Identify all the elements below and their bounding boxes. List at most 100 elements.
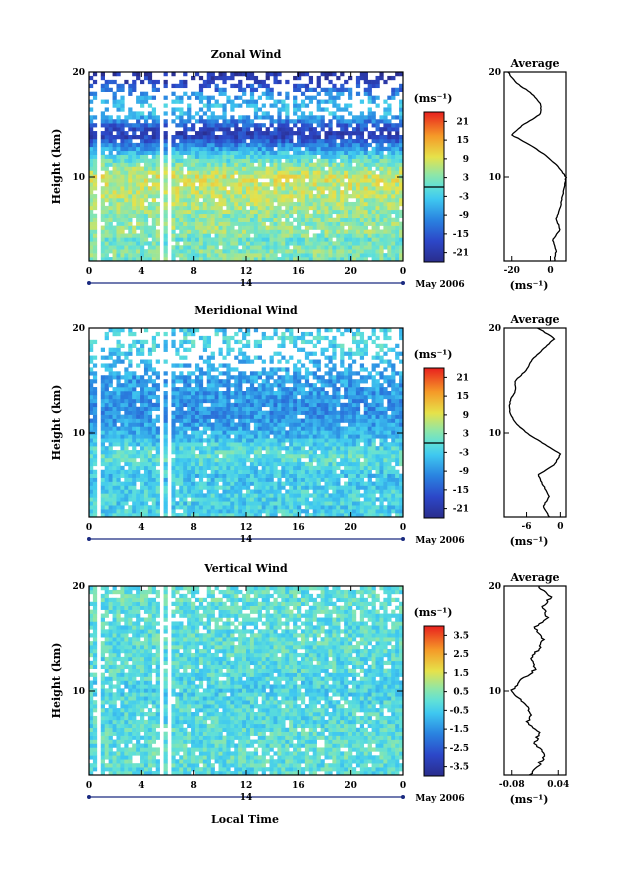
heatmap-cell (89, 233, 93, 237)
heatmap-cell (105, 198, 109, 202)
heatmap-cell (101, 139, 105, 143)
heatmap-cell (258, 245, 262, 249)
heatmap-cell (203, 395, 207, 399)
heatmap-cell (301, 202, 305, 206)
heatmap-cell (352, 147, 356, 151)
heatmap-cell (156, 419, 160, 423)
heatmap-cell (226, 423, 230, 427)
heatmap-cell (105, 383, 109, 387)
heatmap-cell (156, 222, 160, 226)
heatmap-cell (254, 206, 258, 210)
heatmap-cell (199, 186, 203, 190)
heatmap-cell (109, 190, 113, 194)
heatmap-cell (266, 174, 270, 178)
heatmap-cell (144, 249, 148, 253)
heatmap-cell (136, 478, 140, 482)
heatmap-cell (211, 237, 215, 241)
heatmap-cell (344, 198, 348, 202)
heatmap-cell (238, 430, 242, 434)
heatmap-cell (230, 462, 234, 466)
heatmap-cell (352, 202, 356, 206)
heatmap-cell (113, 139, 117, 143)
heatmap-cell (136, 375, 140, 379)
heatmap-cell (387, 202, 391, 206)
heatmap-cell (234, 194, 238, 198)
heatmap-cell (313, 226, 317, 230)
heatmap-cell (226, 233, 230, 237)
heatmap-cell (285, 415, 289, 419)
heatmap-cell (215, 462, 219, 466)
heatmap-cell (372, 163, 376, 167)
heatmap-cell (203, 482, 207, 486)
heatmap-cell (356, 135, 360, 139)
heatmap-cell (234, 167, 238, 171)
heatmap-cell (207, 190, 211, 194)
heatmap-cell (152, 470, 156, 474)
heatmap-cell (132, 151, 136, 155)
heatmap-cell (285, 399, 289, 403)
heatmap-cell (219, 249, 223, 253)
heatmap-cell (120, 395, 124, 399)
heatmap-cell (266, 253, 270, 257)
heatmap-cell (332, 155, 336, 159)
heatmap-cell (230, 426, 234, 430)
heatmap-cell (89, 230, 93, 234)
heatmap-cell (124, 245, 128, 249)
heatmap-cell (156, 371, 160, 375)
profile-y-tick-label: 10 (488, 173, 501, 183)
heatmap-cell (246, 230, 250, 234)
heatmap-cell (277, 210, 281, 214)
heatmap-cell (301, 249, 305, 253)
heatmap-cell (270, 371, 274, 375)
heatmap-cell (262, 442, 266, 446)
heatmap-cell (215, 482, 219, 486)
heatmap-cell (105, 163, 109, 167)
heatmap-cell (266, 182, 270, 186)
heatmap-cell (270, 245, 274, 249)
heatmap-cell (207, 466, 211, 470)
heatmap-cell (140, 198, 144, 202)
heatmap-cell (262, 167, 266, 171)
heatmap-cell (262, 474, 266, 478)
heatmap-cell (120, 194, 124, 198)
heatmap-cell (132, 237, 136, 241)
heatmap-cell (203, 505, 207, 509)
heatmap-cell (179, 462, 183, 466)
heatmap-cell (93, 371, 97, 375)
heatmap-cell (105, 230, 109, 234)
heatmap-cell (191, 253, 195, 257)
heatmap-cell (262, 202, 266, 206)
heatmap-cell (203, 438, 207, 442)
heatmap-cell (116, 100, 120, 104)
heatmap-cell (340, 202, 344, 206)
heatmap-cell (113, 493, 117, 497)
heatmap-cell (301, 194, 305, 198)
heatmap-cell (309, 245, 313, 249)
heatmap-cell (164, 214, 168, 218)
heatmap-cell (109, 163, 113, 167)
heatmap-cell (183, 486, 187, 490)
heatmap-cell (262, 454, 266, 458)
heatmap-cell (199, 336, 203, 340)
heatmap-cell (360, 237, 364, 241)
heatmap-cell (285, 210, 289, 214)
heatmap-cell (144, 206, 148, 210)
heatmap-cell (258, 486, 262, 490)
heatmap-cell (183, 383, 187, 387)
heatmap-cell (187, 233, 191, 237)
heatmap-cell (124, 214, 128, 218)
heatmap-cell (254, 76, 258, 80)
heatmap-cell (376, 123, 380, 127)
heatmap-cell (120, 210, 124, 214)
heatmap-cell (89, 470, 93, 474)
heatmap-cell (270, 155, 274, 159)
heatmap-cell (254, 482, 258, 486)
heatmap-cell (266, 202, 270, 206)
heatmap-cell (203, 230, 207, 234)
heatmap-cell (293, 206, 297, 210)
heatmap-cell (281, 151, 285, 155)
heatmap-cell (238, 230, 242, 234)
heatmap-cell (273, 100, 277, 104)
heatmap-cell (203, 206, 207, 210)
